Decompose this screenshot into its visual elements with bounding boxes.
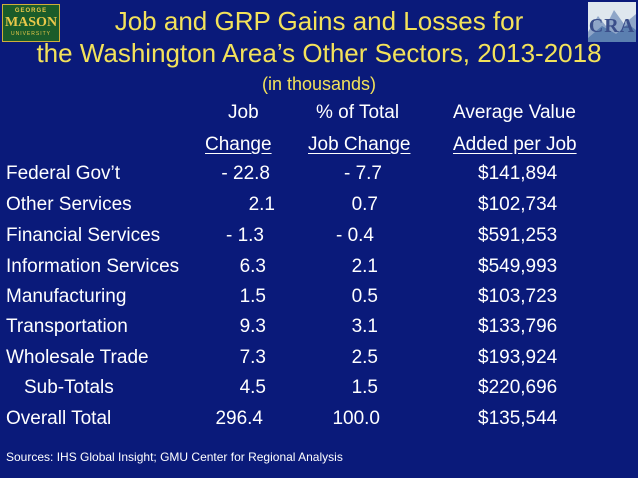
row-avg-value: $141,894: [478, 163, 558, 184]
table-row: Manufacturing 1.5 0.5 $103,723: [0, 286, 638, 314]
row-pct-change: - 0.4: [335, 225, 374, 246]
row-avg-value: $591,253: [478, 225, 558, 246]
col-header-val-2: Added per Job: [453, 134, 577, 155]
subtitle: (in thousands): [261, 74, 377, 94]
row-label: Other Services: [6, 194, 132, 215]
col-header-job-1: Job: [228, 102, 259, 123]
gmu-logo-top: GEORGE: [14, 8, 48, 14]
table-row: Overall Total 296.4 100.0 $135,544: [0, 408, 638, 436]
col-header-val-1: Average Value: [453, 102, 576, 123]
table-row: Transportation 9.3 3.1 $133,796: [0, 316, 638, 344]
row-avg-value: $220,696: [478, 377, 558, 398]
col-header-job-2: Change: [205, 134, 272, 155]
row-job-change: 6.3: [239, 256, 266, 277]
row-avg-value: $193,924: [478, 347, 558, 368]
row-label: Overall Total: [6, 408, 112, 429]
row-job-change: 7.3: [239, 347, 266, 368]
cra-logo-text: CRA: [588, 15, 636, 37]
mountain-icon: [588, 10, 636, 42]
row-job-change: 4.5: [239, 377, 266, 398]
row-pct-change: 100.0: [332, 408, 380, 429]
row-job-change: 1.5: [239, 286, 266, 307]
row-avg-value: $103,723: [478, 286, 558, 307]
title-line-1: Job and GRP Gains and Losses for: [114, 6, 524, 36]
row-job-change: - 1.3: [225, 225, 264, 246]
row-pct-change: 2.5: [351, 347, 378, 368]
table-row: Other Services 2.1 0.7 $102,734: [0, 194, 638, 222]
row-pct-change: 2.1: [351, 256, 378, 277]
row-pct-change: 0.5: [351, 286, 378, 307]
row-label: Manufacturing: [6, 286, 127, 307]
row-label: Sub-Totals: [24, 377, 114, 398]
cra-logo: CRA: [588, 2, 636, 42]
col-header-pct-2: Job Change: [308, 134, 411, 155]
row-pct-change: 3.1: [351, 316, 378, 337]
row-pct-change: - 7.7: [343, 163, 382, 184]
table-row: Federal Gov’t - 22.8 - 7.7 $141,894: [0, 163, 638, 191]
row-job-change: - 22.8: [221, 163, 270, 184]
row-avg-value: $549,993: [478, 256, 558, 277]
col-header-pct-1: % of Total: [316, 102, 400, 123]
row-pct-change: 1.5: [351, 377, 378, 398]
row-avg-value: $133,796: [478, 316, 558, 337]
gmu-logo: GEORGE MASON UNIVERSITY: [2, 4, 60, 42]
row-label: Transportation: [6, 316, 128, 337]
gmu-logo-bottom: UNIVERSITY: [10, 31, 51, 37]
row-label: Federal Gov’t: [6, 163, 121, 184]
row-pct-change: 0.7: [351, 194, 378, 215]
row-label: Information Services: [6, 256, 180, 277]
row-avg-value: $102,734: [478, 194, 558, 215]
row-job-change: 2.1: [248, 194, 275, 215]
title-line-2: the Washington Area’s Other Sectors, 201…: [36, 38, 602, 68]
row-label: Financial Services: [6, 225, 161, 246]
row-job-change: 9.3: [239, 316, 266, 337]
table-row: Sub-Totals 4.5 1.5 $220,696: [0, 377, 638, 405]
row-label: Wholesale Trade: [6, 347, 149, 368]
row-job-change: 296.4: [215, 408, 263, 429]
table-row: Financial Services - 1.3 - 0.4 $591,253: [0, 225, 638, 253]
source-note: Sources: IHS Global Insight; GMU Center …: [6, 450, 343, 464]
gmu-logo-name: MASON: [4, 15, 58, 30]
table-row: Information Services 6.3 2.1 $549,993: [0, 256, 638, 284]
table-row: Wholesale Trade 7.3 2.5 $193,924: [0, 347, 638, 375]
row-avg-value: $135,544: [478, 408, 558, 429]
